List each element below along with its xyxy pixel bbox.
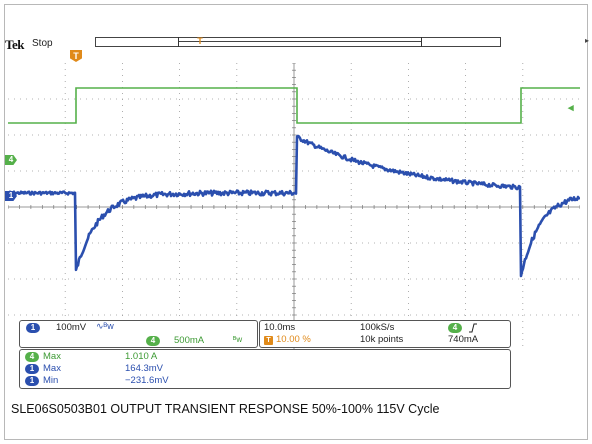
- ch4-scale: 500mA: [174, 335, 205, 346]
- record-length: 10k points: [360, 334, 404, 345]
- ch1-bandwidth-icon: ∿ᴮw: [96, 321, 114, 331]
- trigger-position: 10.00 %: [276, 334, 311, 345]
- figure-caption: SLE06S0503B01 OUTPUT TRANSIENT RESPONSE …: [11, 402, 440, 416]
- rising-edge-icon: [469, 323, 477, 333]
- record-overview-bar[interactable]: [95, 37, 501, 47]
- trigger-point-marker[interactable]: T: [70, 50, 82, 62]
- trigger-source-badge: 4: [448, 323, 462, 333]
- measurement-label: Min: [43, 375, 59, 386]
- trigger-position-badge: T: [264, 336, 273, 345]
- graticule: [8, 63, 580, 351]
- measurement-label: Max: [43, 351, 61, 362]
- ch4-ground-marker[interactable]: 4: [5, 155, 17, 165]
- ch4-bandwidth-icon: ᴮw: [233, 335, 243, 344]
- channel-readout[interactable]: 1 100mV ∿ᴮw 4 500mA ᴮw: [19, 320, 258, 348]
- timebase-readout[interactable]: 10.0ms 100kS/s 4 T 10.00 % 10k points 74…: [259, 320, 511, 348]
- ch1-badge: 1: [26, 323, 40, 333]
- ch1-ground-marker[interactable]: 1: [5, 191, 17, 201]
- ch4-trigger-level-icon: ◂: [568, 102, 574, 114]
- ch4-badge: 4: [146, 336, 160, 346]
- measurement-channel-badge: 1: [25, 376, 39, 386]
- scroll-right-icon: ▸: [585, 36, 590, 45]
- ch1-scale: 100mV: [56, 322, 87, 333]
- measurement-channel-badge: 1: [25, 364, 39, 374]
- measurement-label: Max: [43, 363, 61, 374]
- record-view-window[interactable]: [178, 37, 422, 47]
- measurement-value: 164.3mV: [125, 363, 164, 374]
- ch4-current-trace: [8, 87, 580, 124]
- waveform-display: [8, 63, 580, 351]
- horizontal-scale: 10.0ms: [264, 322, 296, 333]
- measurements-panel[interactable]: 4 Max 1.010 A 1 Max 164.3mV 1 Min −231.6…: [19, 349, 511, 389]
- trigger-position-icon: T: [197, 36, 203, 46]
- trigger-level: 740mA: [448, 334, 479, 345]
- measurement-channel-badge: 4: [25, 352, 39, 362]
- sample-rate: 100kS/s: [360, 322, 395, 333]
- ch1-voltage-trace: [8, 134, 580, 278]
- measurement-value: 1.010 A: [125, 351, 158, 362]
- acquisition-status: Stop: [32, 38, 53, 49]
- brand-logo: Tek: [5, 37, 24, 52]
- measurement-value: −231.6mV: [125, 375, 169, 386]
